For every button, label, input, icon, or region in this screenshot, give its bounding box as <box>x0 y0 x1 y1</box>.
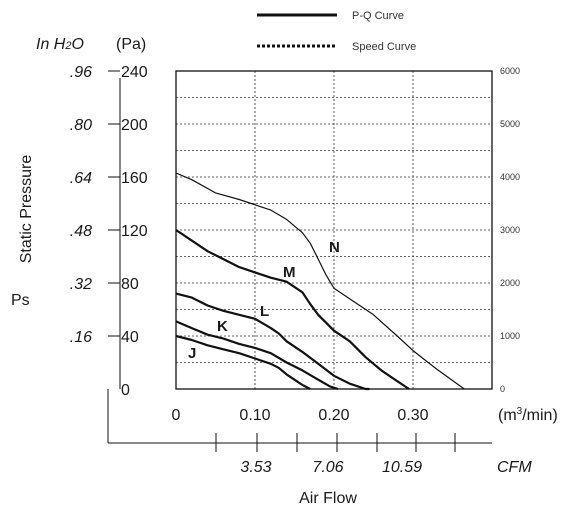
y-tick-label-0: 0 <box>121 382 130 399</box>
curve-m <box>175 229 410 390</box>
inh2o-tick-label-48: .48 <box>70 223 92 240</box>
x-tick-label-1: 0.10 <box>239 407 270 424</box>
cfm-tick-label-2: 10.59 <box>382 459 422 476</box>
y2-tick-label-1000: 1000 <box>500 331 520 341</box>
y2-tick-label-5000: 5000 <box>500 119 520 129</box>
legend: P-Q Curve Speed Curve <box>257 10 416 53</box>
inh2o-tick-label-16: .16 <box>70 329 92 346</box>
cfm-unit-label: CFM <box>497 459 532 476</box>
x-tick-label-3: 0.30 <box>397 407 428 424</box>
curve-labels: N M L K J <box>188 239 340 362</box>
y2-ticks: 0 1000 2000 3000 4000 5000 6000 <box>500 66 520 394</box>
inh2o-tick-label-32: .32 <box>70 276 92 293</box>
y-tick-label-200: 200 <box>121 117 148 134</box>
x-axis-title: Air Flow <box>299 490 357 507</box>
curve-k <box>175 320 339 391</box>
y-axis-symbol: Ps <box>11 292 30 309</box>
y2-tick-label-0: 0 <box>500 384 505 394</box>
x-unit-label: (m3/min) <box>498 406 558 424</box>
curve-label-l: L <box>260 303 269 320</box>
inh2o-tick-label-64: .64 <box>70 170 92 187</box>
curve-j <box>175 334 311 390</box>
unit-inh2o-label: In H2O <box>36 36 84 53</box>
curve-n <box>175 172 465 390</box>
curve-label-m: M <box>283 264 296 281</box>
y2-tick-label-6000: 6000 <box>500 66 520 76</box>
y2-tick-label-4000: 4000 <box>500 172 520 182</box>
y-ticks: 0 40 80 120 160 200 240 .16 .32 .48 .64 .80 .96 <box>70 64 148 399</box>
curve-l <box>175 292 370 391</box>
unit-pa-label: (Pa) <box>116 36 146 53</box>
cfm-ticks: 3.53 7.06 10.59 <box>215 433 456 476</box>
curve-label-k: K <box>217 318 228 335</box>
y2-tick-label-3000: 3000 <box>500 225 520 235</box>
curve-label-j: J <box>188 345 196 362</box>
x-tick-label-0: 0 <box>172 407 181 424</box>
y-tick-label-40: 40 <box>121 329 139 346</box>
grid <box>176 71 492 389</box>
x-tick-label-2: 0.20 <box>318 407 349 424</box>
legend-speed-label: Speed Curve <box>352 41 416 53</box>
y2-tick-label-2000: 2000 <box>500 278 520 288</box>
x-ticks: 0 0.10 0.20 0.30 <box>172 407 429 424</box>
curves <box>175 172 465 391</box>
inh2o-tick-label-80: .80 <box>70 117 92 134</box>
y-tick-label-160: 160 <box>121 170 148 187</box>
y-axis-title: Static Pressure <box>18 155 35 264</box>
cfm-tick-label-0: 3.53 <box>240 459 271 476</box>
y-tick-label-80: 80 <box>121 276 139 293</box>
legend-pq-label: P-Q Curve <box>352 10 404 22</box>
y-tick-label-120: 120 <box>121 223 148 240</box>
cfm-tick-label-1: 7.06 <box>312 459 343 476</box>
inh2o-tick-label-96: .96 <box>70 64 92 81</box>
curve-label-n: N <box>329 239 340 256</box>
y-tick-label-240: 240 <box>121 64 148 81</box>
